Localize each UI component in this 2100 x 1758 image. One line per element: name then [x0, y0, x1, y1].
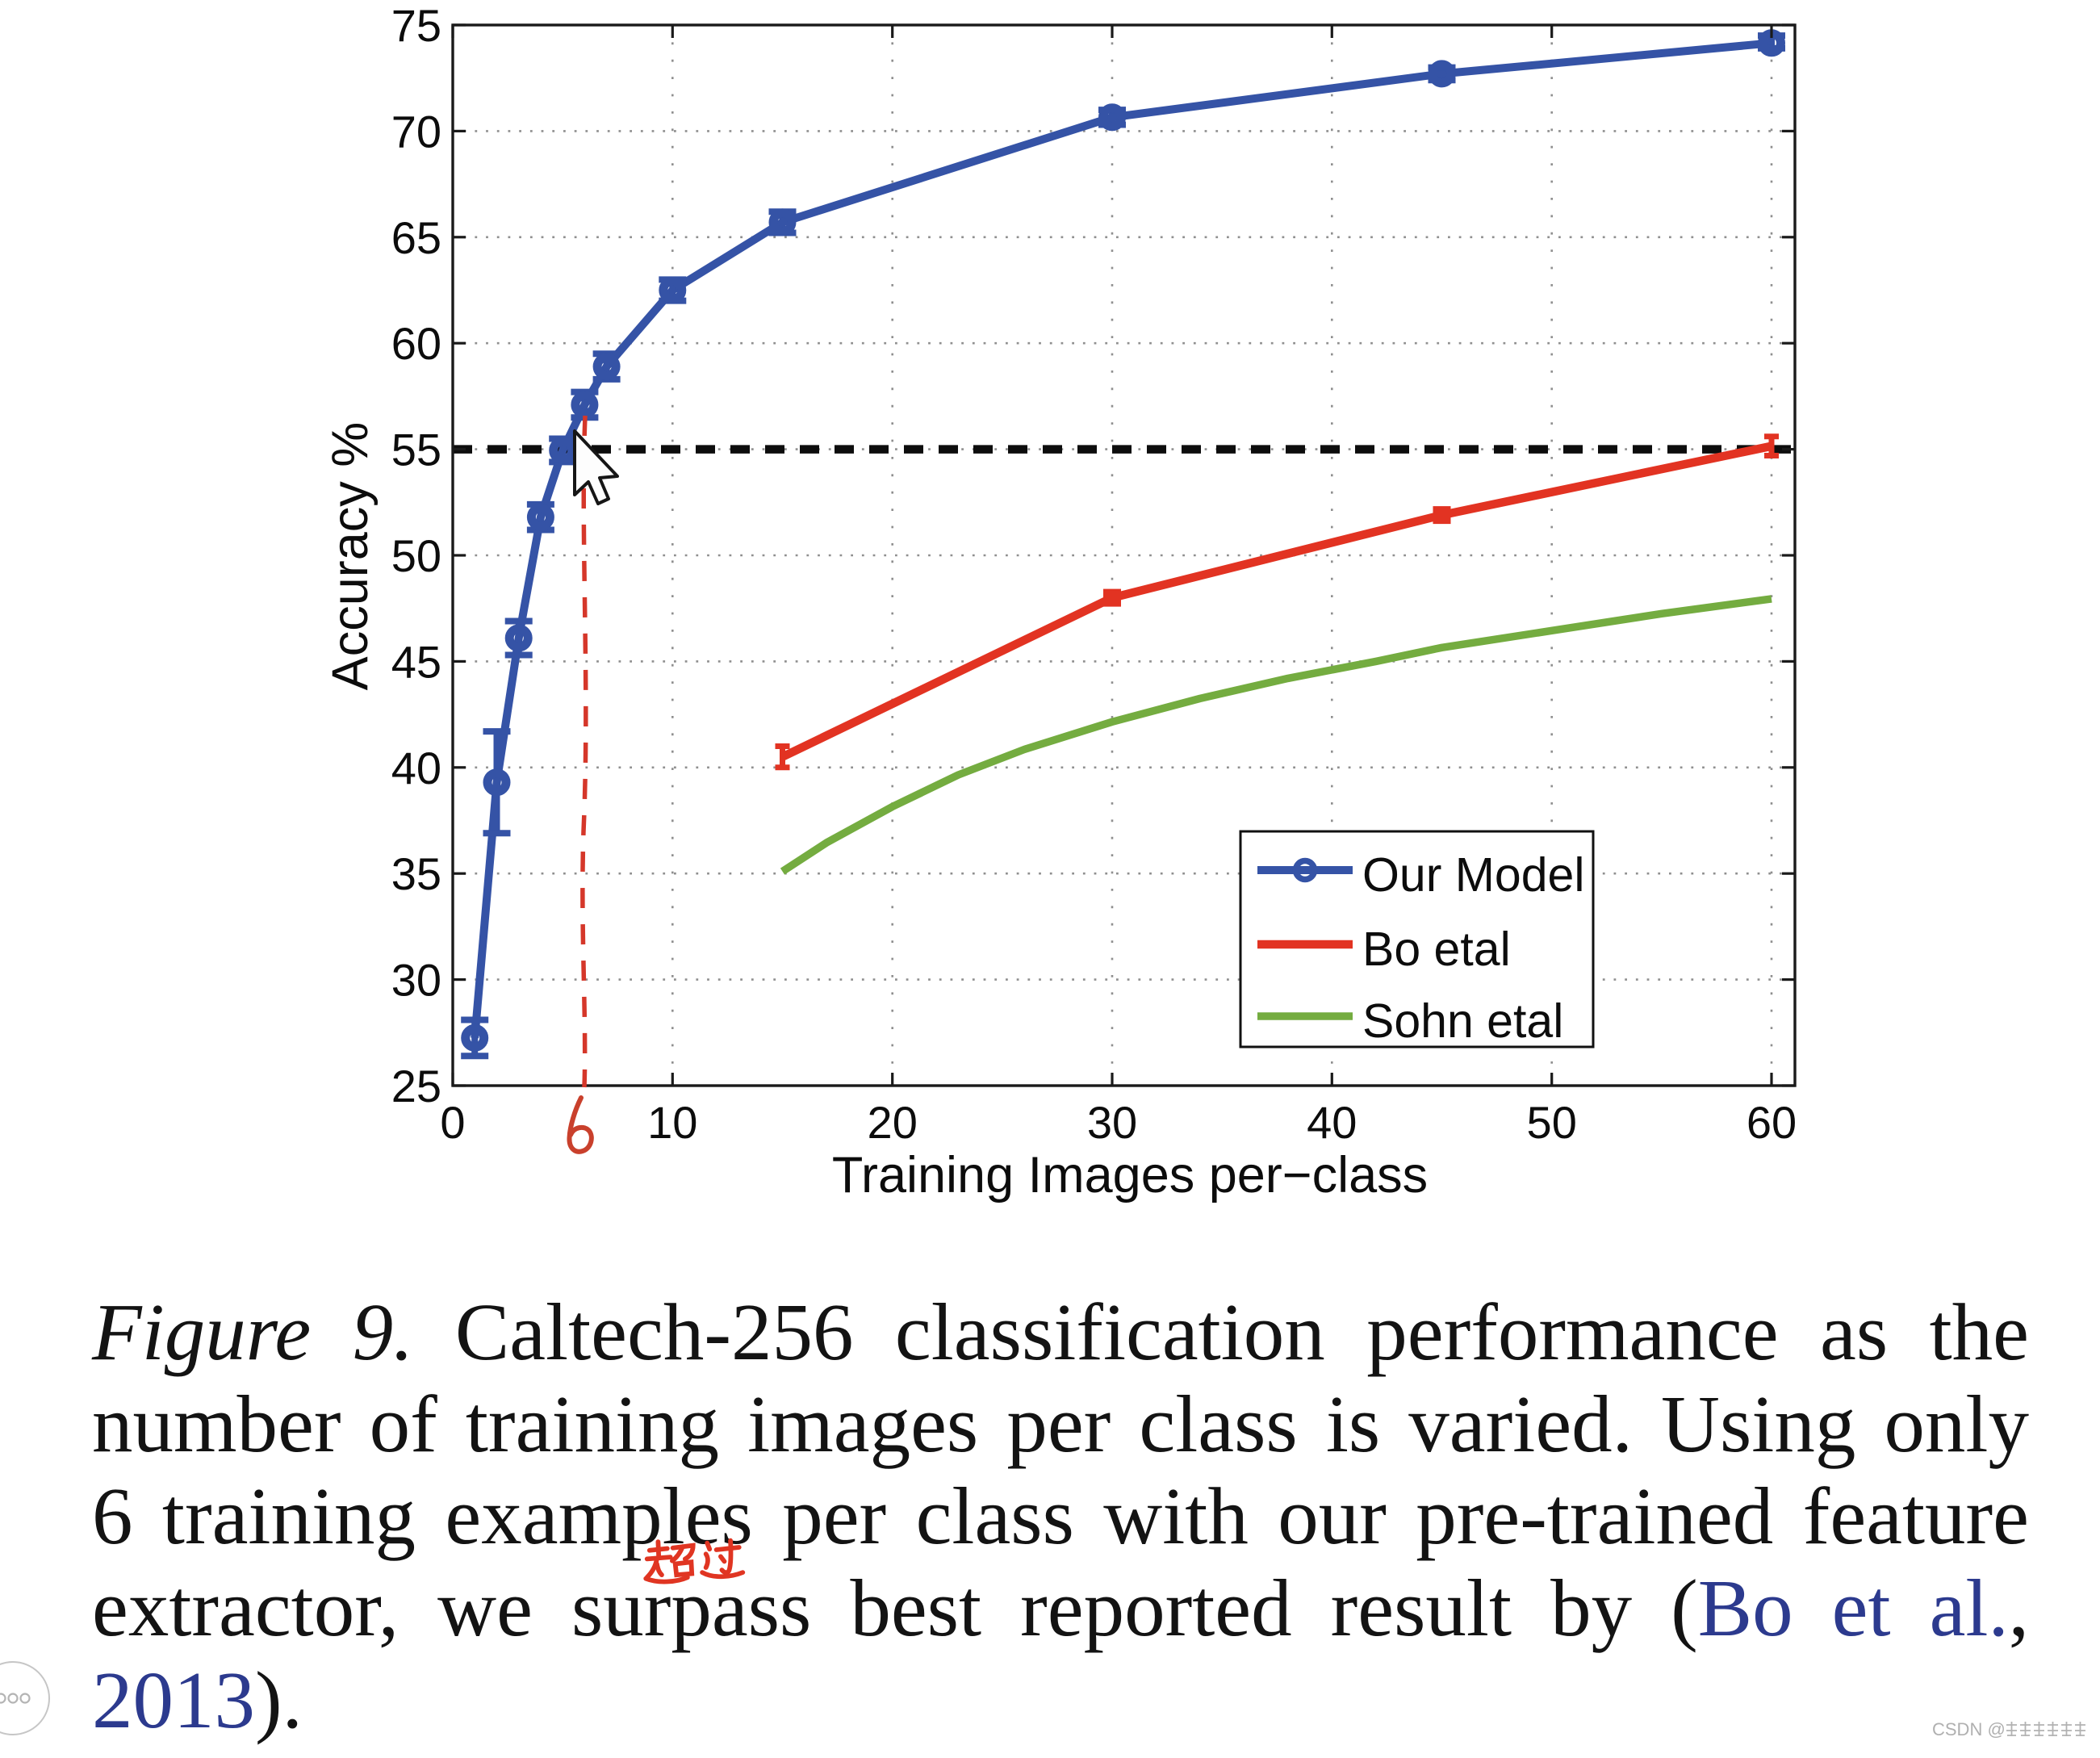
svg-text:50: 50 [391, 530, 441, 581]
svg-text:45: 45 [391, 636, 441, 687]
svg-text:60: 60 [391, 318, 441, 369]
svg-text:Bo etal: Bo etal [1362, 923, 1511, 976]
svg-text:Our Model: Our Model [1362, 848, 1584, 902]
svg-text:65: 65 [391, 212, 441, 263]
svg-text:CSDN @: CSDN @ [1932, 1719, 2006, 1739]
svg-text:10: 10 [647, 1097, 697, 1148]
svg-text:0: 0 [440, 1097, 465, 1148]
svg-text:40: 40 [1307, 1097, 1357, 1148]
svg-text:70: 70 [391, 106, 441, 157]
svg-text:20: 20 [868, 1097, 918, 1148]
svg-text:Sohn etal: Sohn etal [1362, 994, 1563, 1048]
svg-text:25: 25 [391, 1061, 441, 1111]
svg-text:55: 55 [391, 425, 441, 475]
svg-text:Accuracy %: Accuracy % [322, 422, 379, 691]
svg-text:30: 30 [1087, 1097, 1137, 1148]
svg-text:40: 40 [391, 743, 441, 793]
svg-text:50: 50 [1527, 1097, 1577, 1148]
svg-text:35: 35 [391, 848, 441, 899]
svg-text:60: 60 [1747, 1097, 1797, 1148]
svg-text:30: 30 [391, 955, 441, 1006]
svg-text:75: 75 [391, 0, 441, 51]
svg-text:Training Images per−class: Training Images per−class [832, 1147, 1428, 1203]
